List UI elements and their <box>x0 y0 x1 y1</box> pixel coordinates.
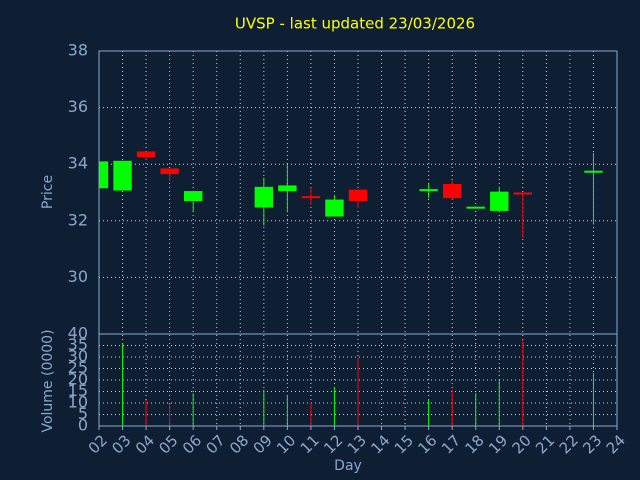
y-tick-label: 34 <box>68 154 88 173</box>
candle-body <box>278 185 297 192</box>
volume-tick-label: 30 <box>68 347 88 366</box>
y-tick-label: 36 <box>68 97 88 116</box>
candle-body <box>442 184 462 199</box>
volume-tick-label: 40 <box>68 324 88 343</box>
y-tick-label: 38 <box>68 41 88 60</box>
volume-tick-label: 15 <box>68 381 88 400</box>
volume-tick-label: 25 <box>68 358 88 377</box>
candle-body <box>301 196 321 199</box>
candle-body <box>113 160 132 191</box>
volume-tick-label: 10 <box>68 393 88 412</box>
volume-axis-label: Volume (0000) <box>40 329 56 432</box>
candle-body <box>325 199 344 217</box>
candle-body <box>136 151 156 158</box>
y-tick-label: 32 <box>68 210 88 229</box>
candle-body <box>490 191 509 211</box>
candle-body <box>183 191 203 201</box>
volume-area <box>122 339 594 426</box>
volume-tick-label: 20 <box>68 370 88 389</box>
candle-body <box>466 206 485 209</box>
candle-body <box>348 189 368 201</box>
volume-tick-label: 0 <box>78 416 88 435</box>
candle-body <box>584 170 603 173</box>
y-tick-label: 30 <box>68 267 88 286</box>
chart-title: UVSP - last updated 23/03/2026 <box>235 15 475 33</box>
volume-tick-label: 5 <box>78 404 88 423</box>
x-axis-label: Day <box>334 458 362 474</box>
y-axis-label: Price <box>40 175 56 209</box>
candle-body <box>160 168 179 175</box>
candle-body <box>254 186 274 208</box>
candle-body <box>513 192 533 195</box>
volume-tick-label: 35 <box>68 335 88 354</box>
candle-body <box>99 161 109 189</box>
candle-body <box>419 189 438 192</box>
plot-area <box>99 151 603 238</box>
